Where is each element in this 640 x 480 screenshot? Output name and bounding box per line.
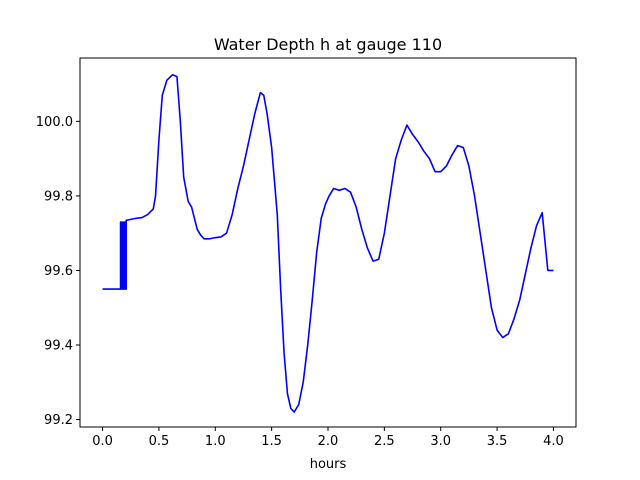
y-tick-label: 99.6 (44, 264, 73, 279)
x-axis-label: hours (310, 457, 347, 472)
x-tick-label: 2.0 (318, 434, 339, 449)
series-line-0 (102, 73, 554, 413)
x-tick-label: 0.5 (149, 434, 170, 449)
x-axis-ticks: 0.0 0.5 1.0 1.5 2.0 2.5 3.0 3.5 4.0 (92, 427, 564, 449)
x-tick-label: 1.0 (205, 434, 226, 449)
chart-title: Water Depth h at gauge 110 (214, 35, 442, 54)
x-tick-label: 3.0 (430, 434, 451, 449)
y-tick-label: 99.8 (44, 189, 73, 204)
y-axis-ticks: 99.2 99.4 99.6 99.8 100.0 (36, 115, 80, 428)
y-tick-label: 100.0 (36, 115, 73, 130)
x-tick-label: 0.0 (92, 434, 113, 449)
x-tick-label: 2.5 (374, 434, 395, 449)
x-tick-label: 1.5 (261, 434, 282, 449)
y-tick-label: 99.4 (44, 339, 73, 354)
x-tick-label: 4.0 (543, 434, 564, 449)
series-layer (102, 73, 554, 413)
x-tick-label: 3.5 (487, 434, 508, 449)
y-tick-label: 99.2 (44, 413, 73, 428)
